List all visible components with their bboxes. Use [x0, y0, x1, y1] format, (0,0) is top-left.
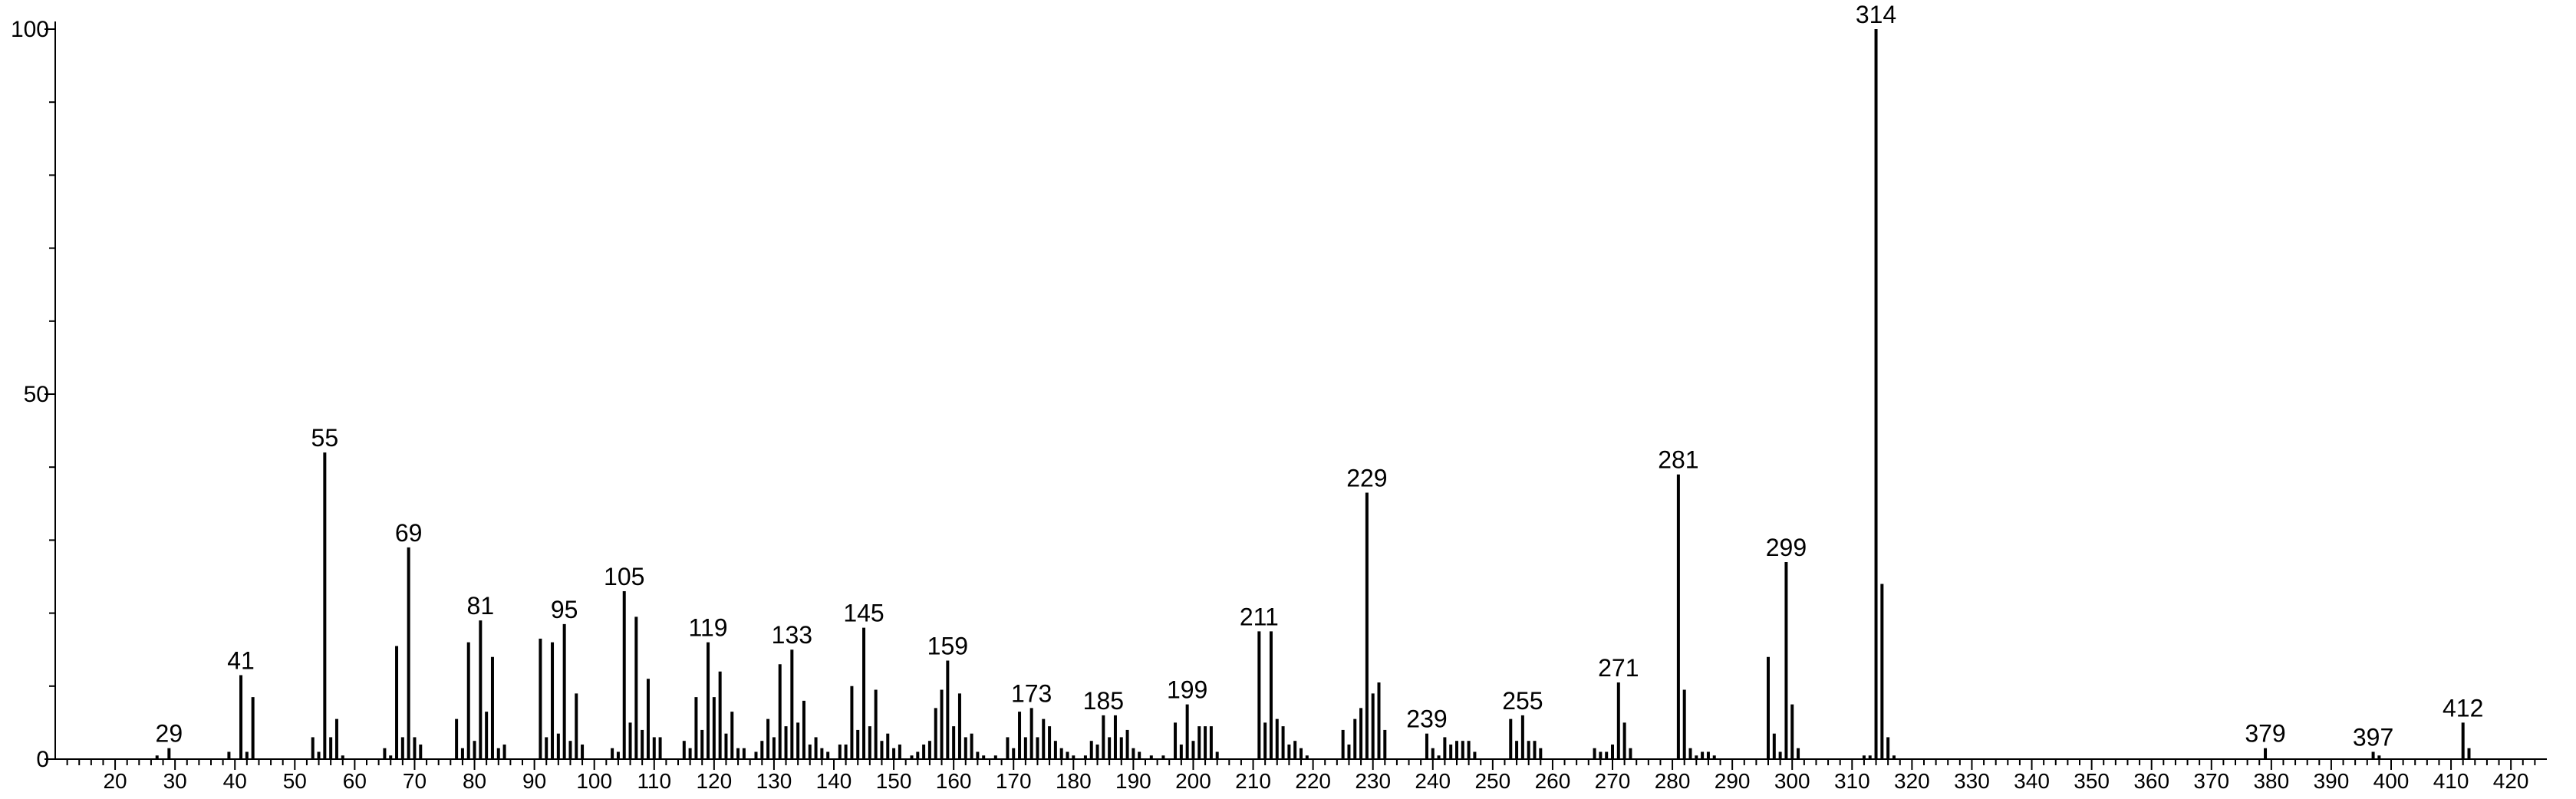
x-tick-label: 340	[2014, 769, 2050, 793]
peak-label: 105	[604, 563, 644, 590]
x-tick-label: 220	[1295, 769, 1331, 793]
x-tick-label: 140	[816, 769, 852, 793]
x-tick-label: 290	[1715, 769, 1751, 793]
x-tick-label: 280	[1655, 769, 1691, 793]
x-tick-label: 310	[1834, 769, 1870, 793]
x-tick-label: 360	[2133, 769, 2169, 793]
x-tick-label: 90	[522, 769, 546, 793]
peak-label: 95	[551, 596, 578, 623]
peak-label: 229	[1346, 465, 1387, 492]
peak-label: 379	[2245, 720, 2285, 748]
peak-label: 255	[1502, 687, 1543, 715]
x-tick-label: 100	[576, 769, 612, 793]
peak-label: 55	[311, 424, 339, 452]
x-tick-label: 30	[163, 769, 187, 793]
peak-label: 314	[1856, 1, 1896, 28]
peak-label: 397	[2353, 723, 2393, 751]
peak-label: 133	[772, 621, 812, 649]
x-tick-label: 130	[756, 769, 792, 793]
peak-label: 41	[227, 647, 255, 675]
peak-label: 412	[2443, 694, 2483, 722]
x-tick-label: 70	[403, 769, 427, 793]
x-tick-label: 260	[1535, 769, 1571, 793]
y-tick-label: 0	[36, 747, 49, 772]
x-tick-label: 250	[1474, 769, 1510, 793]
peak-label: 119	[689, 614, 728, 642]
x-tick-label: 230	[1355, 769, 1391, 793]
x-tick-label: 210	[1235, 769, 1271, 793]
peak-label: 271	[1598, 654, 1639, 682]
spectrum-peaks	[155, 29, 2471, 759]
x-tick-label: 350	[2074, 769, 2110, 793]
y-tick-label: 50	[24, 382, 49, 407]
x-tick-label: 380	[2253, 769, 2289, 793]
peak-label: 239	[1406, 705, 1447, 733]
peak-label: 211	[1240, 603, 1279, 630]
x-tick-label: 420	[2493, 769, 2529, 793]
x-tick-label: 190	[1115, 769, 1151, 793]
peak-label: 69	[395, 519, 423, 547]
x-tick-label: 330	[1954, 769, 1990, 793]
x-tick-label: 200	[1175, 769, 1211, 793]
x-tick-label: 50	[283, 769, 307, 793]
peak-label: 299	[1766, 534, 1807, 561]
x-tick-label: 150	[876, 769, 912, 793]
x-axis: 20 30 40 50 60 70 80 90 100 110 120 130 140 150 160 170…	[55, 758, 2547, 793]
x-tick-label: 270	[1595, 769, 1631, 793]
peak-label: 145	[843, 600, 884, 627]
peak-labels: 29 41 55 69 81 95 105 119 133 145 159 173 185 199 211 2…	[156, 1, 2484, 751]
y-axis: 0 50 100	[11, 17, 56, 772]
x-tick-label: 120	[696, 769, 732, 793]
peak-label: 29	[156, 720, 183, 748]
x-tick-label: 300	[1774, 769, 1810, 793]
x-tick-label: 160	[936, 769, 972, 793]
peak-label: 81	[467, 592, 495, 620]
x-tick-label: 400	[2373, 769, 2410, 793]
x-tick-label: 370	[2193, 769, 2229, 793]
x-tick-label: 60	[343, 769, 367, 793]
peak-label: 173	[1011, 679, 1052, 707]
x-tick-label: 320	[1894, 769, 1930, 793]
x-tick-label: 80	[463, 769, 486, 793]
x-tick-label: 20	[103, 769, 127, 793]
x-tick-label: 390	[2314, 769, 2350, 793]
peak-label: 185	[1083, 687, 1124, 715]
x-tick-label: 40	[223, 769, 247, 793]
peak-label: 281	[1658, 446, 1698, 474]
x-tick-label: 170	[996, 769, 1032, 793]
peak-label: 159	[927, 632, 968, 659]
x-tick-label: 180	[1056, 769, 1092, 793]
y-tick-label: 100	[11, 17, 49, 42]
x-tick-label: 240	[1415, 769, 1451, 793]
x-tick-label: 110	[637, 769, 671, 793]
peak-label: 199	[1167, 676, 1207, 704]
x-tick-label: 410	[2433, 769, 2469, 793]
